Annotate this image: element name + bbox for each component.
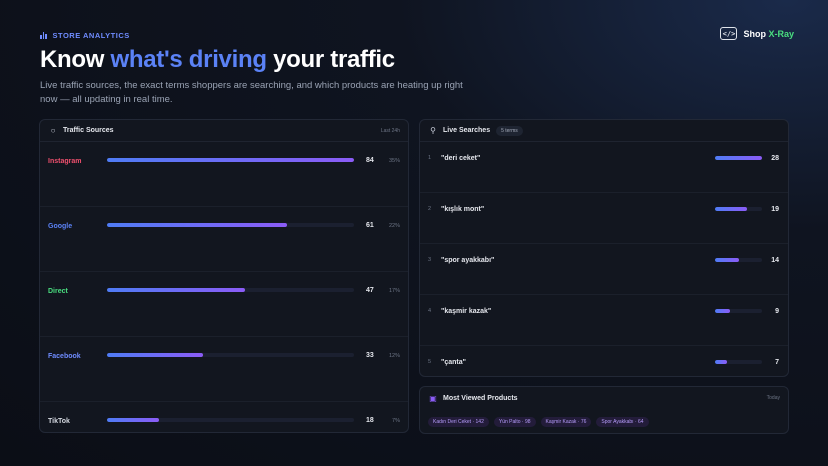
traffic-sources-range: Last 24h: [380, 127, 400, 134]
page-subtitle: Live traffic sources, the exact terms sh…: [40, 80, 463, 105]
live-searches-title: Live Searches: [443, 127, 491, 134]
traffic-source-row[interactable]: Facebook 33 12%: [40, 337, 408, 402]
search-volume-bar: [715, 207, 762, 211]
traffic-source-row[interactable]: Instagram 84 35%: [40, 142, 408, 207]
search-count: 9: [775, 308, 779, 315]
globe-icon: ○: [50, 126, 56, 135]
traffic-sources-header: ○ Traffic Sources Last 24h: [40, 120, 408, 142]
traffic-source-bar-fill: [107, 353, 204, 357]
search-term-row[interactable]: 4 "kaşmir kazak" 9: [420, 295, 788, 346]
traffic-sources-title: Traffic Sources: [63, 127, 114, 134]
search-rank: 4: [428, 308, 432, 314]
box-icon: ▣: [429, 393, 437, 403]
traffic-sources-card: ○ Traffic Sources Last 24h Instagram 84 35…: [39, 119, 409, 433]
search-term: "deri ceket": [441, 155, 481, 162]
traffic-source-name: Google: [48, 223, 73, 230]
code-brackets-icon: </>: [720, 27, 738, 40]
search-term: "çanta": [441, 359, 466, 366]
traffic-source-bar-fill: [107, 418, 159, 422]
live-searches-header: ⚲ Live Searches 5 terms: [420, 120, 788, 142]
search-term: "kışlık mont": [441, 206, 485, 213]
search-volume-bar: [715, 156, 762, 160]
search-volume-bar-fill: [715, 309, 731, 313]
traffic-source-count: 84: [366, 157, 374, 164]
traffic-source-count: 61: [366, 222, 374, 229]
traffic-source-name: TikTok: [48, 418, 70, 425]
traffic-source-bar-fill: [107, 158, 354, 162]
search-volume-bar-fill: [715, 258, 739, 262]
terms-count-badge: 5 terms: [496, 125, 523, 136]
search-term-row[interactable]: 5 "çanta" 7: [420, 346, 788, 376]
product-pill[interactable]: Spor Ayakkabı · 64: [596, 417, 649, 427]
search-term-row[interactable]: 3 "spor ayakkabı" 14: [420, 244, 788, 295]
traffic-source-bar-fill: [107, 223, 288, 227]
search-volume-bar: [715, 309, 762, 313]
search-term: "spor ayakkabı": [441, 257, 495, 264]
traffic-source-bar: [107, 223, 354, 227]
traffic-source-name: Direct: [48, 288, 68, 295]
traffic-source-percent: 22%: [388, 223, 400, 229]
search-rank: 3: [428, 257, 432, 263]
page-kicker: STORE ANALYTICS: [40, 31, 130, 40]
search-term: "kaşmir kazak": [441, 308, 492, 315]
traffic-source-name: Facebook: [48, 353, 81, 360]
traffic-source-row[interactable]: TikTok 18 7%: [40, 402, 408, 432]
product-pill[interactable]: Yün Palto · 98: [493, 417, 536, 427]
most-viewed-card: ▣ Most Viewed Products Today Kadın Deri …: [419, 386, 789, 434]
traffic-source-count: 18: [366, 417, 374, 424]
search-term-row[interactable]: 2 "kışlık mont" 19: [420, 193, 788, 244]
traffic-source-percent: 17%: [388, 288, 400, 294]
traffic-source-percent: 35%: [388, 158, 400, 164]
search-volume-bar: [715, 258, 762, 262]
search-volume-bar: [715, 360, 762, 364]
kicker-label: STORE ANALYTICS: [52, 31, 130, 40]
bar-chart-icon: [40, 32, 47, 39]
traffic-source-count: 47: [366, 287, 374, 294]
product-pill[interactable]: Kaşmir Kazak · 76: [540, 417, 592, 427]
search-count: 14: [771, 257, 779, 264]
search-rank: 2: [428, 206, 432, 212]
search-rank: 1: [428, 155, 432, 161]
search-volume-bar-fill: [715, 360, 727, 364]
search-count: 7: [775, 359, 779, 366]
search-term-row[interactable]: 1 "deri ceket" 28: [420, 142, 788, 193]
search-volume-bar-fill: [715, 156, 762, 160]
traffic-source-bar: [107, 288, 354, 292]
brand[interactable]: </> Shop X-Ray: [720, 27, 794, 40]
most-viewed-header: ▣ Most Viewed Products Today: [420, 387, 788, 409]
traffic-source-row[interactable]: Google 61 22%: [40, 207, 408, 272]
page-title: Know what's driving your traffic: [40, 46, 395, 73]
most-viewed-title: Most Viewed Products: [443, 394, 518, 402]
traffic-source-count: 33: [366, 352, 374, 359]
traffic-source-percent: 7%: [392, 418, 400, 424]
traffic-source-name: Instagram: [48, 158, 82, 165]
brand-name: Shop X-Ray: [743, 28, 794, 39]
search-icon: ⚲: [430, 126, 436, 135]
live-searches-card: ⚲ Live Searches 5 terms 1 "deri ceket" 28 2…: [419, 119, 789, 377]
most-viewed-range: Today: [766, 395, 780, 401]
traffic-source-row[interactable]: Direct 47 17%: [40, 272, 408, 337]
search-rank: 5: [428, 359, 432, 365]
traffic-source-bar-fill: [107, 288, 246, 292]
search-count: 19: [771, 206, 779, 213]
traffic-source-bar: [107, 353, 354, 357]
traffic-source-percent: 12%: [388, 353, 400, 359]
traffic-source-bar: [107, 158, 354, 162]
product-pill[interactable]: Kadın Deri Ceket · 142: [428, 417, 489, 427]
traffic-source-bar: [107, 418, 354, 422]
search-count: 28: [771, 155, 779, 162]
search-volume-bar-fill: [715, 207, 747, 211]
